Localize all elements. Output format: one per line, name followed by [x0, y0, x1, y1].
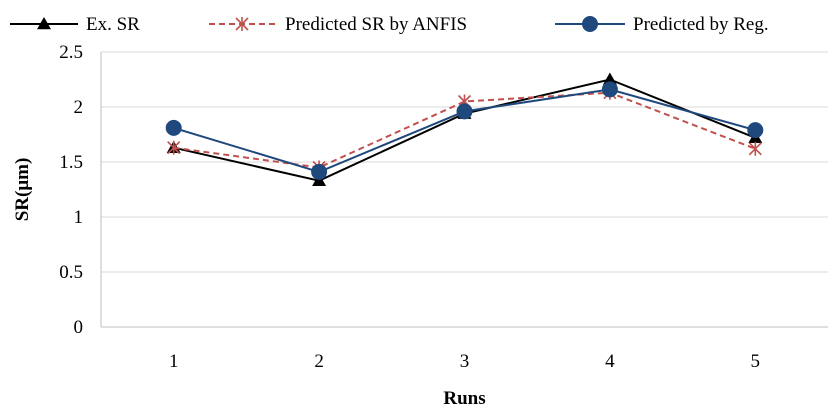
legend-marker: [582, 16, 598, 32]
x-tick-label: 5: [751, 351, 761, 372]
legend-marker: [235, 17, 249, 31]
y-tick-labels: 0 0.5 1 1.5 2 2.5: [59, 42, 83, 338]
data-point-2-4: [747, 122, 764, 139]
data-point-1-0: [167, 140, 181, 155]
data-point-2-1: [311, 163, 328, 180]
legend-label: Predicted SR by ANFIS: [285, 14, 467, 35]
legend-item-0: Ex. SR: [10, 14, 140, 35]
gridlines: [101, 51, 828, 273]
data-point-2-0: [165, 119, 182, 136]
x-tick-labels: 1 2 3 4 5: [169, 351, 760, 372]
data-point-1-4: [748, 141, 762, 156]
legend-label: Ex. SR: [86, 14, 140, 35]
x-tick-label: 3: [460, 351, 470, 372]
legend-label: Predicted by Reg.: [633, 14, 769, 35]
y-tick-label: 2.5: [59, 42, 83, 63]
series-2: [165, 81, 764, 180]
series-0: [166, 72, 763, 186]
data-point-2-2: [456, 103, 473, 120]
series-group: [165, 72, 764, 186]
series-line-1: [173, 91, 756, 169]
y-tick-label: 0: [74, 317, 84, 338]
y-tick-label: 1: [74, 207, 84, 228]
series-1: [167, 85, 762, 175]
x-tick-label: 4: [605, 351, 615, 372]
x-axis-title: Runs: [443, 388, 485, 409]
y-axis-title: SR(μm): [12, 158, 33, 222]
legend-marker: [37, 17, 51, 30]
data-point-0-3: [602, 72, 617, 85]
y-tick-label: 1.5: [59, 152, 83, 173]
legend-item-1: Predicted SR by ANFIS: [209, 14, 467, 35]
data-point-2-3: [601, 81, 618, 98]
y-tick-label: 0.5: [59, 262, 83, 283]
x-tick-label: 2: [314, 351, 324, 372]
legend-item-2: Predicted by Reg.: [555, 14, 769, 35]
x-tick-label: 1: [169, 351, 179, 372]
y-tick-label: 2: [74, 97, 84, 118]
legend: Ex. SR Predicted SR by ANFIS Predicted by …: [10, 14, 769, 35]
axes: [100, 52, 828, 328]
